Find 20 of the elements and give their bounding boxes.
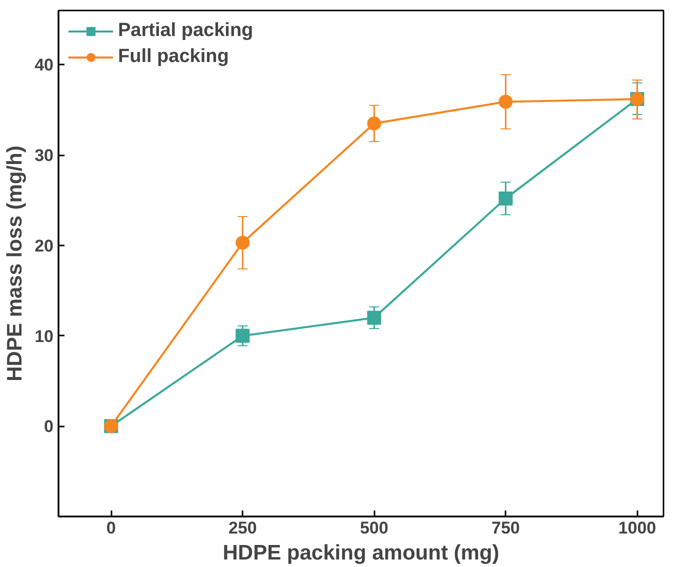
- point: [236, 236, 250, 250]
- y-tick-label: 40: [34, 56, 54, 75]
- x-tick-label: 0: [106, 518, 116, 538]
- x-tick-label: 1000: [618, 518, 656, 538]
- y-tick-label: 30: [34, 146, 54, 166]
- y-axis-title: HDPE mass loss (mg/h): [4, 146, 27, 382]
- point: [498, 191, 513, 206]
- point: [236, 328, 250, 343]
- point: [367, 310, 382, 325]
- x-tick-label: 500: [360, 518, 388, 538]
- point: [367, 116, 382, 130]
- y-tick-label: 20: [34, 236, 54, 256]
- legend-label: Partial packing: [118, 20, 254, 42]
- legend-label: Full packing: [118, 46, 229, 68]
- y-tick-label: 10: [34, 326, 54, 346]
- y-tick-label: 0: [44, 417, 54, 436]
- x-tick-label: 250: [228, 518, 257, 538]
- x-axis-title: HDPE packing amount (mg): [222, 542, 500, 564]
- x-tick-label: 750: [491, 518, 520, 538]
- point: [498, 94, 513, 109]
